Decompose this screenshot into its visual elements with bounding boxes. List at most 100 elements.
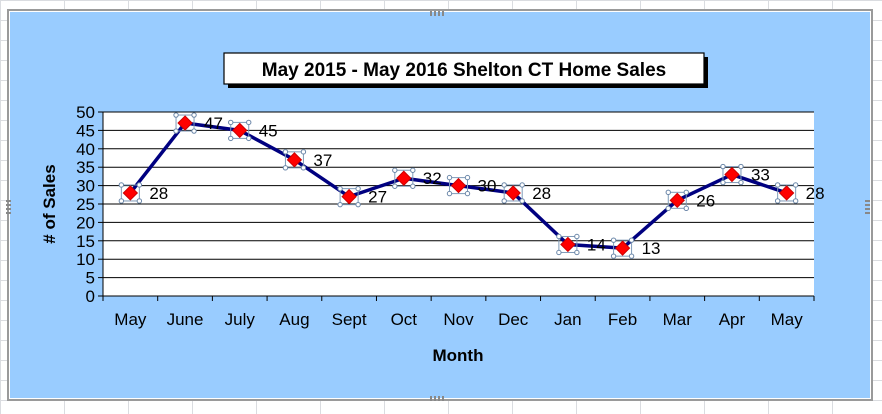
selection-handle: [136, 198, 143, 204]
data-label: 30: [478, 177, 497, 196]
data-label: 26: [696, 191, 715, 210]
selection-handle: [683, 189, 689, 196]
selection-handle: [610, 253, 617, 259]
x-tick-label: May: [771, 310, 804, 329]
point-marker: [505, 185, 521, 201]
selection-handle: [774, 198, 781, 204]
selection-handle: [355, 185, 361, 192]
data-label: 28: [806, 184, 825, 203]
selection-handle: [282, 149, 289, 155]
selection-handle: [464, 174, 471, 181]
data-point[interactable]: [118, 182, 143, 204]
y-tick-label: 20: [76, 213, 95, 232]
selection-handle: [720, 163, 726, 170]
data-label: 27: [368, 188, 387, 207]
selection-handle: [574, 233, 580, 240]
data-point[interactable]: [665, 189, 689, 212]
selection-box: [284, 151, 304, 169]
data-point[interactable]: [774, 182, 799, 204]
data-point[interactable]: [610, 237, 635, 259]
x-tick-label: Apr: [719, 310, 746, 329]
point-marker: [396, 170, 412, 186]
selection-box: [449, 177, 468, 195]
x-tick-label: Dec: [498, 310, 529, 329]
chart-resize-handle-left[interactable]: [6, 200, 11, 214]
point-marker: [122, 185, 139, 201]
x-tick-label: Oct: [391, 310, 418, 329]
data-label: 47: [204, 114, 223, 133]
x-tick-label: Jan: [554, 310, 581, 329]
data-label: 14: [587, 235, 606, 254]
point-marker: [560, 236, 576, 253]
selection-handle: [410, 167, 416, 173]
point-marker: [450, 177, 467, 194]
selection-handle: [501, 182, 507, 188]
data-point[interactable]: [337, 185, 361, 208]
selection-handle: [628, 237, 635, 243]
selection-box: [175, 114, 195, 132]
selection-handle: [556, 233, 562, 240]
x-tick-label: June: [167, 310, 204, 329]
data-point[interactable]: [501, 182, 525, 204]
selection-box: [722, 166, 742, 184]
x-tick-label: Nov: [443, 310, 474, 329]
data-label: 28: [532, 184, 551, 203]
selection-handle: [355, 201, 361, 208]
chart-resize-handle-bottom[interactable]: [430, 396, 444, 401]
data-point[interactable]: [720, 163, 744, 186]
selection-handle: [410, 183, 416, 189]
chart-resize-handle-top[interactable]: [430, 11, 444, 16]
selection-handle: [136, 182, 143, 188]
x-tick-label: Mar: [663, 310, 693, 329]
selection-handle: [774, 182, 781, 188]
x-tick-label: July: [225, 310, 256, 329]
data-point[interactable]: [228, 119, 252, 142]
data-point[interactable]: [392, 167, 416, 189]
selection-handle: [246, 119, 252, 126]
selection-handle: [446, 190, 453, 197]
selection-box: [503, 184, 523, 202]
selection-box: [777, 184, 797, 202]
selection-handle: [191, 128, 197, 134]
selection-handle: [392, 183, 398, 189]
selection-handle: [246, 135, 252, 142]
x-tick-label: Feb: [608, 310, 637, 329]
x-tick-label: May: [114, 310, 147, 329]
chart-title: May 2015 - May 2016 Shelton CT Home Sale…: [262, 60, 666, 81]
selection-handle: [118, 182, 125, 188]
selection-handle: [665, 189, 671, 196]
data-point[interactable]: [446, 174, 471, 197]
x-tick-label: Sept: [332, 310, 367, 329]
point-marker: [724, 166, 740, 183]
selection-handle: [300, 165, 307, 171]
y-tick-label: 0: [86, 287, 95, 306]
y-tick-label: 25: [76, 195, 95, 214]
y-tick-label: 10: [76, 250, 95, 269]
selection-handle: [738, 179, 744, 186]
data-point[interactable]: [556, 233, 580, 256]
y-tick-label: 5: [86, 269, 95, 288]
data-label: 28: [149, 184, 168, 203]
selection-box: [613, 239, 633, 257]
chart-title-box[interactable]: May 2015 - May 2016 Shelton CT Home Sale…: [223, 52, 708, 88]
y-tick-label: 35: [76, 158, 95, 177]
selection-handle: [337, 185, 343, 192]
data-label: 37: [313, 151, 332, 170]
data-point[interactable]: [173, 112, 197, 134]
selection-handle: [228, 135, 234, 142]
data-label: 45: [259, 121, 278, 140]
data-point[interactable]: [282, 149, 307, 171]
selection-handle: [446, 174, 453, 181]
chart-title-frame: [223, 52, 705, 85]
point-marker: [341, 188, 357, 205]
selection-handle: [501, 198, 507, 204]
point-marker: [614, 240, 631, 256]
chart-resize-handle-right[interactable]: [865, 200, 870, 214]
selection-handle: [792, 182, 799, 188]
y-tick-label: 15: [76, 232, 95, 251]
selection-handle: [574, 249, 580, 256]
data-label: 32: [423, 169, 442, 188]
selection-handle: [683, 205, 689, 212]
